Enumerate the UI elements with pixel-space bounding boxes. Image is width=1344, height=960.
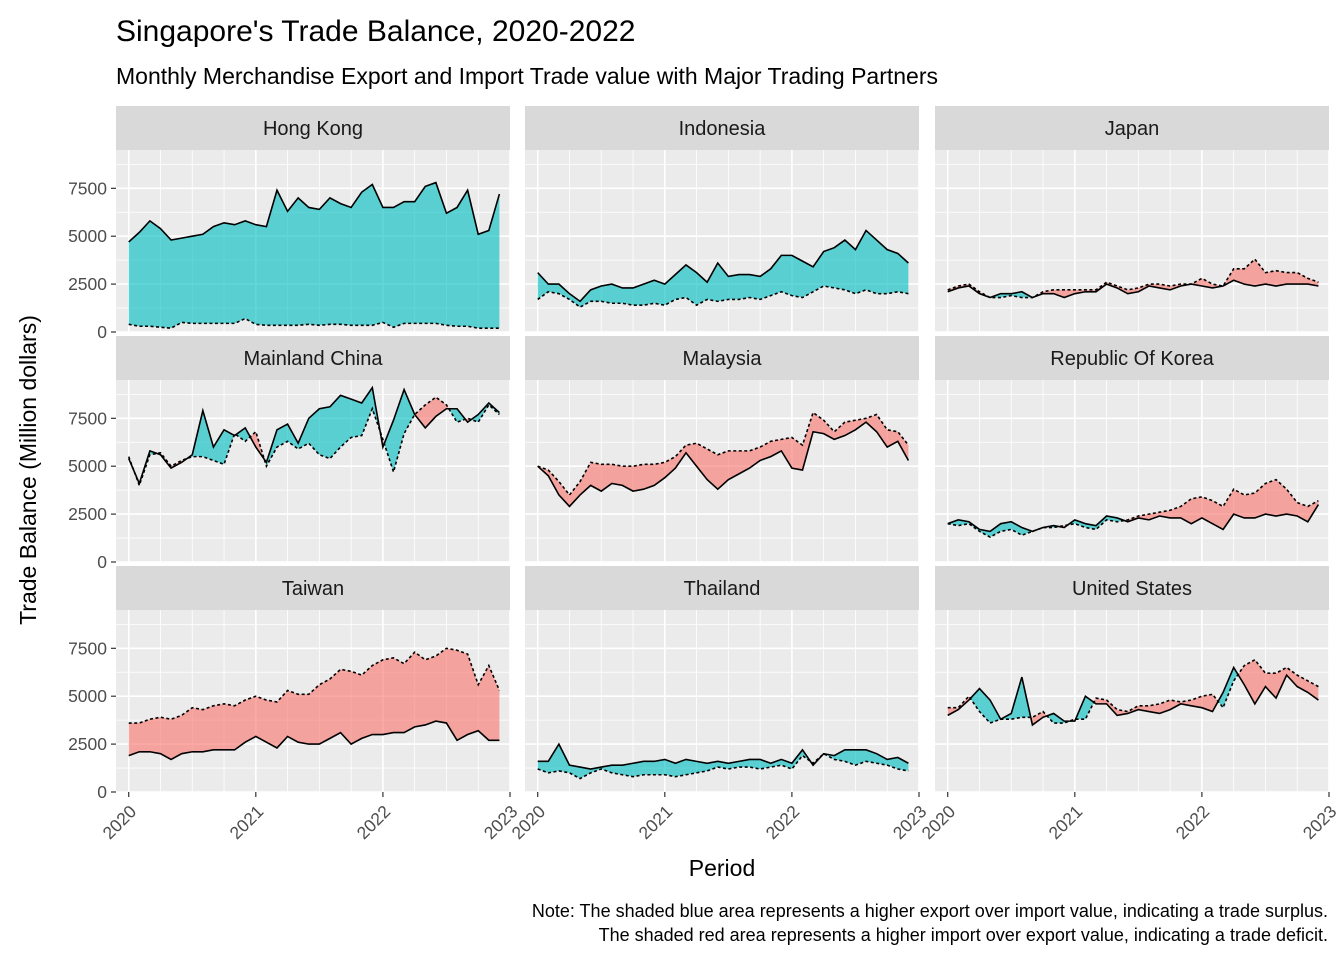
panel-background [935,150,1329,332]
facet-strip-label: United States [1072,578,1192,600]
facet-strip [935,106,1329,150]
facet-strip [935,336,1329,380]
facet-strip-label: Japan [1105,118,1160,140]
facet-strip-label: Thailand [684,578,761,600]
x-tick-label: 2020 [918,801,960,843]
series-line-import [947,658,1319,724]
series-line-import [128,317,500,329]
facet-strip [116,566,510,610]
facet-strip-label: Malaysia [683,348,763,370]
facet-mainland-china: Mainland China 0 2500 5000 7500 [68,336,511,572]
y-tick-label: 7500 [68,638,107,658]
surplus-area [537,230,909,308]
y-axis-title: Trade Balance (Million dollars) [15,315,41,625]
facet-strip [525,566,919,610]
series-line-export [947,504,1320,533]
y-tick-label: 2500 [68,274,107,294]
x-tick-label: 2021 [635,801,677,843]
series-line-export [537,742,909,770]
deficit-area [947,259,1319,298]
series-line-import [947,478,1319,538]
series-line-export [128,181,501,243]
chart-subtitle: Monthly Merchandise Export and Import Tr… [116,63,938,89]
series-line-export [947,279,1319,299]
facet-strip-label: Indonesia [679,118,767,140]
facet-indonesia: Indonesia [525,106,920,333]
panel-background [935,380,1329,562]
facet-strip [116,336,510,380]
x-tick-label: 2021 [226,801,268,843]
deficit-area [128,648,500,760]
facet-united-states: United States 2020 2021 2022 2023 [918,566,1341,843]
y-tick-label: 5000 [68,226,107,246]
y-tick-label: 7500 [68,408,107,428]
facet-strip-label: Mainland China [244,348,384,370]
x-tick-label: 2022 [762,801,804,843]
x-tick-label: 2022 [353,801,395,843]
y-tick-label: 2500 [68,734,107,754]
facet-strip-label: Republic Of Korea [1050,348,1214,370]
panel-background [116,380,510,562]
panel-background [935,610,1329,792]
surplus-area [947,479,1319,538]
x-tick-label: 2021 [1045,801,1087,843]
facet-strip [935,566,1329,610]
facet-japan: Japan [935,106,1330,333]
series-line-export [537,421,910,508]
y-tick-label: 0 [97,782,107,802]
deficit-area [947,479,1319,532]
facet-strip-label: Taiwan [282,578,344,600]
facet-hong-kong: Hong Kong 0 2500 5000 7500 [68,106,511,342]
facet-panels: Hong Kong 0 2500 5000 7500 Indonesia Japan Main… [68,106,1340,843]
series-line-import [128,647,501,724]
surplus-area [537,744,909,779]
y-tick-label: 5000 [68,686,107,706]
series-line-export [537,229,909,303]
chart-title: Singapore's Trade Balance, 2020-2022 [116,15,635,48]
y-tick-label: 2500 [68,504,107,524]
x-tick-label: 2020 [99,801,141,843]
facet-strip [116,106,510,150]
series-line-import [127,396,500,488]
surplus-area [128,182,500,329]
y-tick-label: 0 [97,552,107,572]
x-tick-label: 2023 [1299,801,1341,843]
facet-strip-label: Hong Kong [263,118,363,140]
series-line-import [947,258,1319,299]
y-tick-label: 0 [97,322,107,342]
surplus-area [128,387,500,486]
deficit-area [537,412,909,507]
series-line-export [947,665,1319,727]
x-axis-title: Period [689,855,755,881]
series-line-export [128,720,500,761]
facet-strip [525,106,919,150]
series-line-import [537,411,910,497]
facet-republic-of-korea: Republic Of Korea [935,336,1330,563]
y-tick-label: 7500 [68,178,107,198]
caption-line-2: The shaded red area represents a higher … [599,925,1328,945]
caption-line-1: Note: The shaded blue area represents a … [532,901,1328,921]
series-line-import [537,285,909,309]
facet-strip [525,336,919,380]
x-tick-label: 2020 [508,801,550,843]
y-tick-label: 5000 [68,456,107,476]
series-line-import [537,752,909,780]
facet-malaysia: Malaysia [525,336,920,563]
x-tick-label: 2022 [1172,801,1214,843]
series-line-export [127,385,500,486]
